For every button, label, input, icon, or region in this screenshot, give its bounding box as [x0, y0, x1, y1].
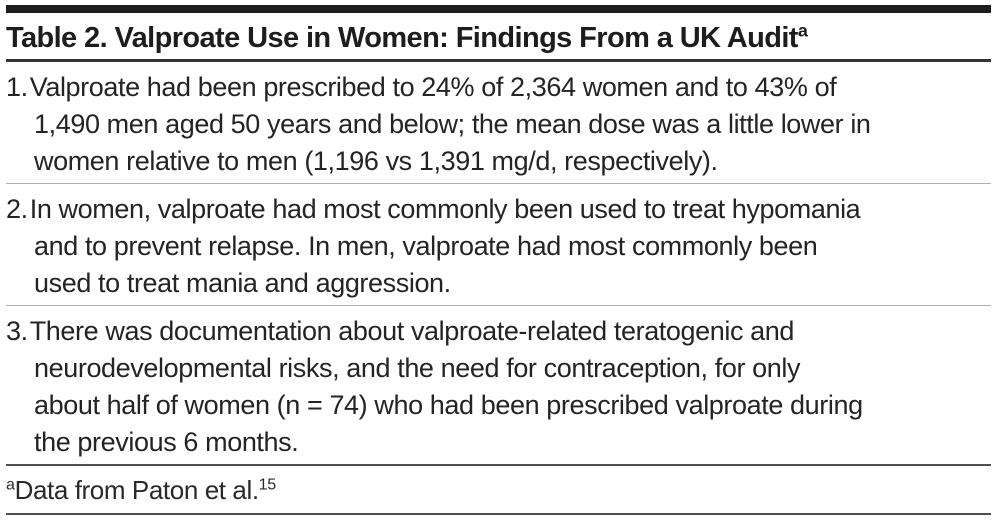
finding-number: 1. [6, 72, 28, 102]
table-top-rule [6, 5, 991, 13]
finding-text: Valproate had been prescribed to 24% of … [29, 72, 871, 176]
findings-list: 1.Valproate had been prescribed to 24% o… [6, 62, 991, 464]
table-container: Table 2. Valproate Use in Women: Finding… [6, 5, 991, 515]
table-title: Table 2. Valproate Use in Women: Finding… [6, 22, 798, 54]
footnote-text: Data from Paton et al. [14, 475, 260, 505]
finding-item-body: 2.In women, valproate had most commonly … [6, 191, 991, 302]
finding-text: In women, valproate had most commonly be… [29, 194, 861, 298]
table-footnote: aData from Paton et al.15 [6, 464, 991, 515]
finding-item-body: 3.There was documentation about valproat… [6, 313, 991, 461]
table-title-footnote-marker: a [797, 20, 808, 41]
finding-item-1: 1.Valproate had been prescribed to 24% o… [6, 62, 991, 183]
finding-text: There was documentation about valproate-… [29, 316, 863, 457]
finding-number: 3. [6, 316, 28, 346]
footnote-reference-number: 15 [258, 475, 277, 494]
finding-item-2: 2.In women, valproate had most commonly … [6, 183, 991, 305]
finding-item-3: 3.There was documentation about valproat… [6, 305, 991, 464]
finding-item-body: 1.Valproate had been prescribed to 24% o… [6, 69, 991, 180]
table-title-row: Table 2. Valproate Use in Women: Finding… [6, 13, 991, 62]
finding-number: 2. [6, 194, 28, 224]
footnote-marker: a [6, 475, 15, 494]
